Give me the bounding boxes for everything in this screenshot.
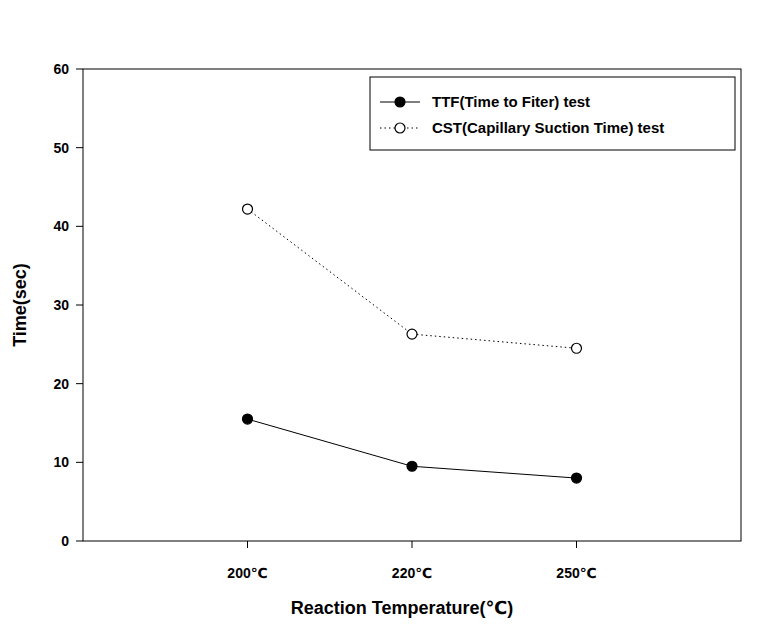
- legend-label: CST(Capillary Suction Time) test: [432, 119, 664, 136]
- x-tick-label: 250℃: [556, 565, 596, 581]
- legend-box: [370, 77, 735, 150]
- x-tick-label: 220℃: [392, 565, 432, 581]
- chart-container: 0 10 20 30 40 50 60 200℃ 220℃ 250℃ Reaction Temper…: [0, 0, 778, 626]
- y-tick: [76, 383, 83, 384]
- x-tick: [576, 541, 577, 548]
- x-tick: [412, 541, 413, 548]
- y-tick-label: 30: [53, 297, 69, 313]
- y-tick-label: 50: [53, 140, 69, 156]
- x-axis-label: Reaction Temperature(℃): [291, 598, 514, 618]
- x-tick-label: 200℃: [227, 565, 267, 581]
- y-tick-label: 10: [53, 454, 69, 470]
- legend-marker: [395, 97, 405, 107]
- legend-marker: [395, 123, 405, 133]
- series-marker: [572, 343, 582, 353]
- y-tick: [76, 541, 83, 542]
- y-tick-label: 40: [53, 218, 69, 234]
- y-tick-label: 20: [53, 376, 69, 392]
- legend: TTF(Time to Fiter) test CST(Capillary Suc…: [370, 77, 735, 150]
- y-tick: [76, 226, 83, 227]
- series-marker: [407, 329, 417, 339]
- y-tick: [76, 305, 83, 306]
- x-tick: [247, 541, 248, 548]
- plot-frame: [83, 69, 741, 541]
- data-group: [243, 204, 582, 483]
- y-tick: [76, 69, 83, 70]
- y-tick: [76, 462, 83, 463]
- series-marker: [243, 204, 253, 214]
- chart-svg: 0 10 20 30 40 50 60 200℃ 220℃ 250℃ Reaction Temper…: [0, 0, 778, 626]
- series-marker: [243, 414, 253, 424]
- y-axis-label: Time(sec): [10, 263, 30, 347]
- y-tick: [76, 147, 83, 148]
- series-marker: [407, 461, 417, 471]
- y-tick-label: 0: [61, 533, 69, 549]
- y-tick-label: 60: [53, 61, 69, 77]
- series-line: [248, 209, 577, 348]
- series-line: [248, 419, 577, 478]
- legend-label: TTF(Time to Fiter) test: [432, 93, 590, 110]
- series-marker: [572, 473, 582, 483]
